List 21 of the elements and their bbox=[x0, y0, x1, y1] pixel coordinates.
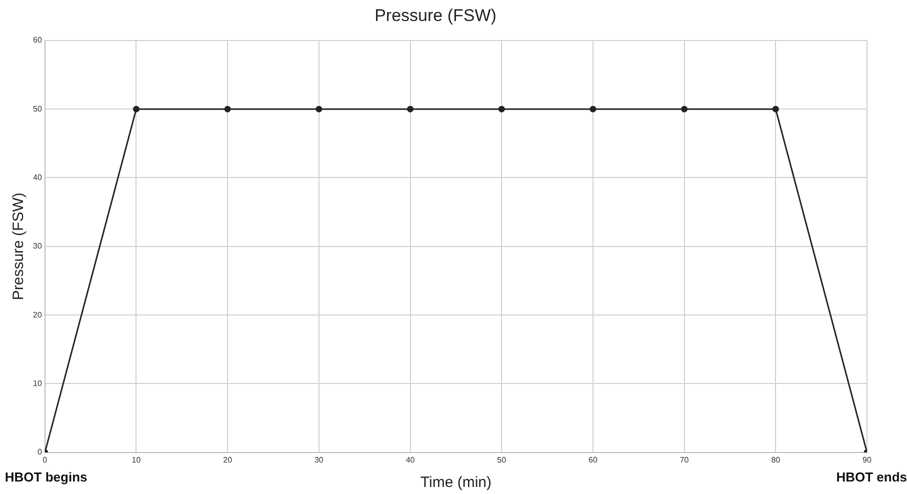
x-tick-label: 20 bbox=[223, 455, 233, 464]
y-tick-label: 60 bbox=[32, 36, 42, 45]
x-tick-label: 90 bbox=[862, 455, 872, 464]
x-tick-label: 70 bbox=[680, 455, 690, 464]
annotation: HBOT ends bbox=[836, 469, 907, 484]
x-tick-label: 60 bbox=[588, 455, 598, 464]
x-tick-label: 80 bbox=[771, 455, 781, 464]
y-tick-label: 40 bbox=[32, 172, 42, 182]
annotation: HBOT begins bbox=[4, 469, 88, 484]
y-tick-label: 0 bbox=[37, 448, 42, 457]
x-tick-label: 40 bbox=[406, 455, 416, 464]
x-axis-title: Time (min) bbox=[420, 474, 492, 492]
y-tick-label: 30 bbox=[32, 242, 42, 251]
y-tick-label: 10 bbox=[32, 378, 42, 388]
y-tick-label: 20 bbox=[32, 310, 42, 320]
x-tick-label: 30 bbox=[314, 455, 324, 464]
x-tick-label: 10 bbox=[132, 455, 142, 464]
chart-title: Pressure (FSW) bbox=[374, 6, 496, 25]
y-tick-label: 50 bbox=[32, 104, 42, 114]
x-tick-label: 50 bbox=[497, 455, 507, 464]
y-axis-title: Pressure (FSW) bbox=[10, 192, 28, 300]
